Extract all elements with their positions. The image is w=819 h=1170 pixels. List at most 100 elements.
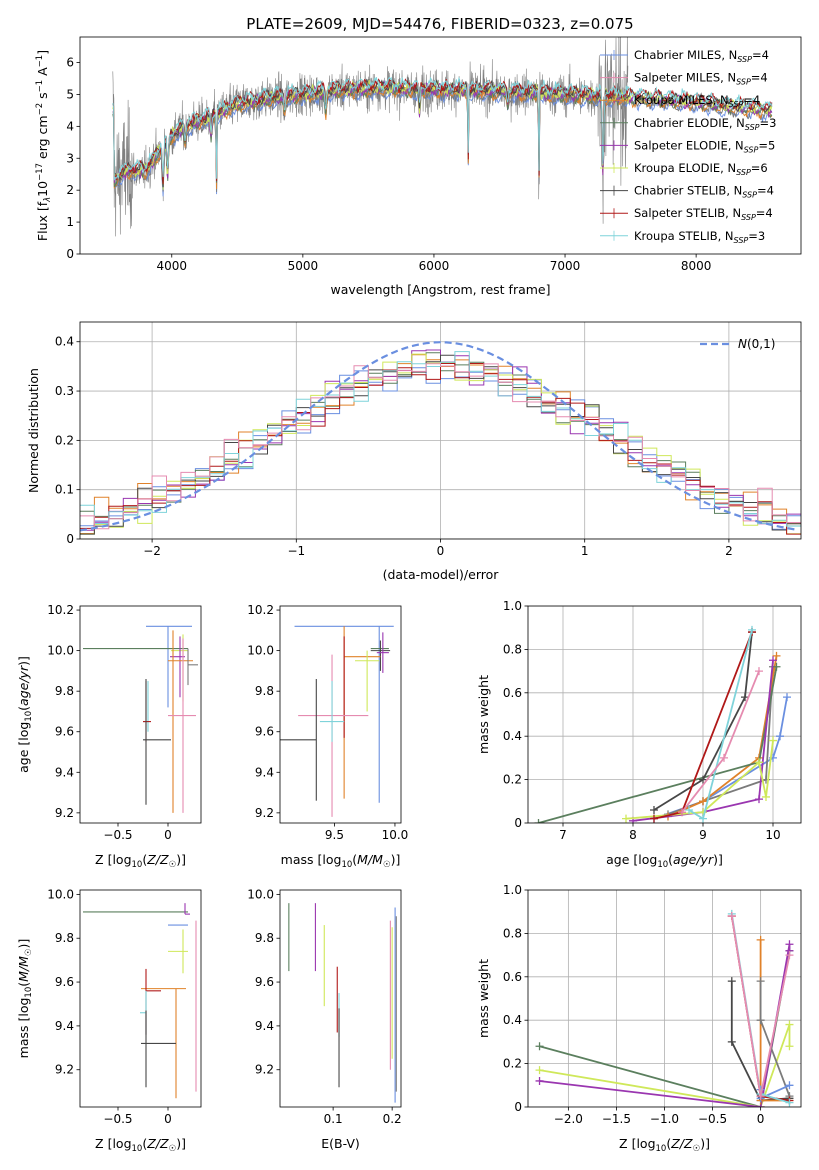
panel-age-vs-mass: 9.5 10.0 9.2 9.4 9.6 9.8 10.0 10.2 mass [log10(M…: [247, 603, 408, 870]
weight-marker: [756, 977, 765, 986]
y-tick-label: 6: [66, 56, 74, 70]
weight-series-2: [539, 1024, 791, 1107]
x-tick-label: 7: [559, 828, 567, 842]
x-axis-label: Z [log10(Z/Z☉)]: [619, 1136, 710, 1154]
y-tick-label: 9.2: [55, 806, 74, 820]
y-tick-label: 0: [66, 532, 74, 546]
weight-marker: [535, 1066, 544, 1075]
y-tick-label: 0: [514, 816, 522, 830]
errorbar-point: [370, 640, 391, 671]
y-tick-label: 10.0: [247, 644, 274, 658]
y-tick-label: 9.8: [255, 684, 274, 698]
y-tick-label: 9.4: [255, 765, 274, 779]
x-axis-label: age [log10(age/yr)]: [606, 852, 723, 870]
axes-frame: [527, 605, 802, 824]
y-tick-label: 0.2: [503, 773, 522, 787]
x-tick-label: −2: [143, 544, 161, 558]
weight-marker: [535, 1042, 544, 1051]
weight-marker: [756, 1016, 765, 1025]
legend-label: Kroupa MILES, NSSP=4: [634, 93, 760, 109]
errorbar-point: [143, 681, 151, 742]
x-axis-label: Z [log10(Z/Z☉)]: [95, 852, 186, 870]
weight-marker: [762, 792, 770, 801]
weight-marker: [769, 736, 777, 745]
x-tick-label: 2: [725, 544, 733, 558]
x-tick-label: 8: [629, 828, 637, 842]
x-tick-label: −0.5: [103, 1112, 132, 1126]
y-tick-label: 9.6: [255, 975, 274, 989]
x-axis-label: E(B-V): [321, 1136, 360, 1151]
weight-marker: [678, 808, 686, 817]
plot-area: [280, 625, 394, 817]
y-tick-label: 0.4: [55, 335, 74, 349]
plot-area: [112, 37, 773, 237]
y-tick-label: 1.0: [503, 599, 522, 613]
errorbar-point: [143, 679, 171, 805]
plot-area: [83, 625, 198, 813]
panel-weight-vs-z: −2.0 −1.5 −1.0 −0.5 0 0 0.2 0.4 0.6 0.8 1.0 Z [log1…: [476, 883, 802, 1154]
axes-frame: [79, 36, 802, 255]
y-tick-label: 2: [66, 183, 74, 197]
weight-series-4: [538, 666, 778, 823]
y-tick-label: 9.2: [255, 1063, 274, 1077]
legend-label: Chabrier STELIB, NSSP=4: [634, 184, 774, 200]
y-tick-label: 5: [66, 87, 74, 101]
weight-marker: [785, 1098, 794, 1107]
errorbar-point: [146, 625, 192, 708]
x-tick-label: 9.5: [325, 828, 344, 842]
x-tick-label: 6000: [419, 259, 450, 273]
axes-frame: [279, 605, 402, 824]
y-tick-label: 9.6: [255, 725, 274, 739]
residual-histogram-9: [80, 363, 801, 530]
residual-histogram-1: [80, 367, 801, 530]
x-tick-label: −1.0: [650, 1112, 679, 1126]
y-tick-label: 9.4: [55, 1019, 74, 1033]
weight-marker: [535, 1076, 544, 1085]
x-tick-label: −0.5: [103, 828, 132, 842]
model-spectrum-9: [112, 76, 773, 181]
weight-marker: [650, 814, 658, 823]
legend-label: Salpeter STELIB, NSSP=4: [634, 206, 773, 222]
residual-histogram-6: [80, 354, 801, 535]
x-tick-label: −1: [287, 544, 305, 558]
y-tick-label: 1.0: [503, 883, 522, 897]
weight-marker: [772, 651, 781, 660]
weight-marker: [534, 819, 543, 823]
weight-marker: [699, 814, 707, 823]
axes-frame: [279, 889, 402, 1108]
y-tick-label: 9.8: [255, 931, 274, 945]
errorbar-point: [343, 626, 381, 799]
y-tick-label: 9.6: [55, 975, 74, 989]
weight-marker: [622, 814, 630, 823]
y-tick-label: 10.0: [47, 644, 74, 658]
legend-label: Salpeter ELODIE, NSSP=5: [634, 138, 775, 154]
plot-area: [288, 903, 397, 1103]
y-axis-label: mass weight: [476, 675, 491, 754]
y-tick-label: 1: [66, 215, 74, 229]
weight-marker: [727, 1037, 736, 1046]
x-tick-label: 1: [581, 544, 589, 558]
weight-marker: [755, 795, 763, 804]
axes-decoration: −0.5 0 9.2 9.4 9.6 9.8 10.0 10.2 Z [log10(Z/Z☉)]…: [16, 603, 202, 870]
y-axis-label: Flux [fλ10−17 erg cm−2 s−1 A−1]: [35, 50, 53, 241]
weight-marker: [727, 912, 736, 921]
weight-marker: [772, 662, 781, 671]
legend-label: Salpeter MILES, NSSP=4: [634, 71, 768, 87]
weight-marker: [755, 758, 763, 767]
y-tick-label: 0.2: [503, 1057, 522, 1071]
weight-marker: [699, 775, 707, 784]
y-tick-label: 9.4: [255, 1019, 274, 1033]
errorbar-point: [376, 632, 389, 673]
weight-marker: [685, 805, 693, 814]
legend: Chabrier MILES, NSSP=4 Salpeter MILES, NS…: [600, 48, 776, 245]
y-tick-label: 10.2: [47, 603, 74, 617]
weight-marker: [785, 1081, 794, 1090]
y-axis-label: mass weight: [476, 959, 491, 1038]
weight-marker: [755, 667, 763, 676]
x-axis-label: wavelength [Angstrom, rest frame]: [330, 282, 550, 297]
y-tick-label: 10.0: [47, 887, 74, 901]
axes-frame: [79, 889, 202, 1108]
x-tick-label: −2.0: [554, 1112, 583, 1126]
y-tick-label: 0.6: [503, 686, 522, 700]
y-tick-label: 0.4: [503, 729, 522, 743]
